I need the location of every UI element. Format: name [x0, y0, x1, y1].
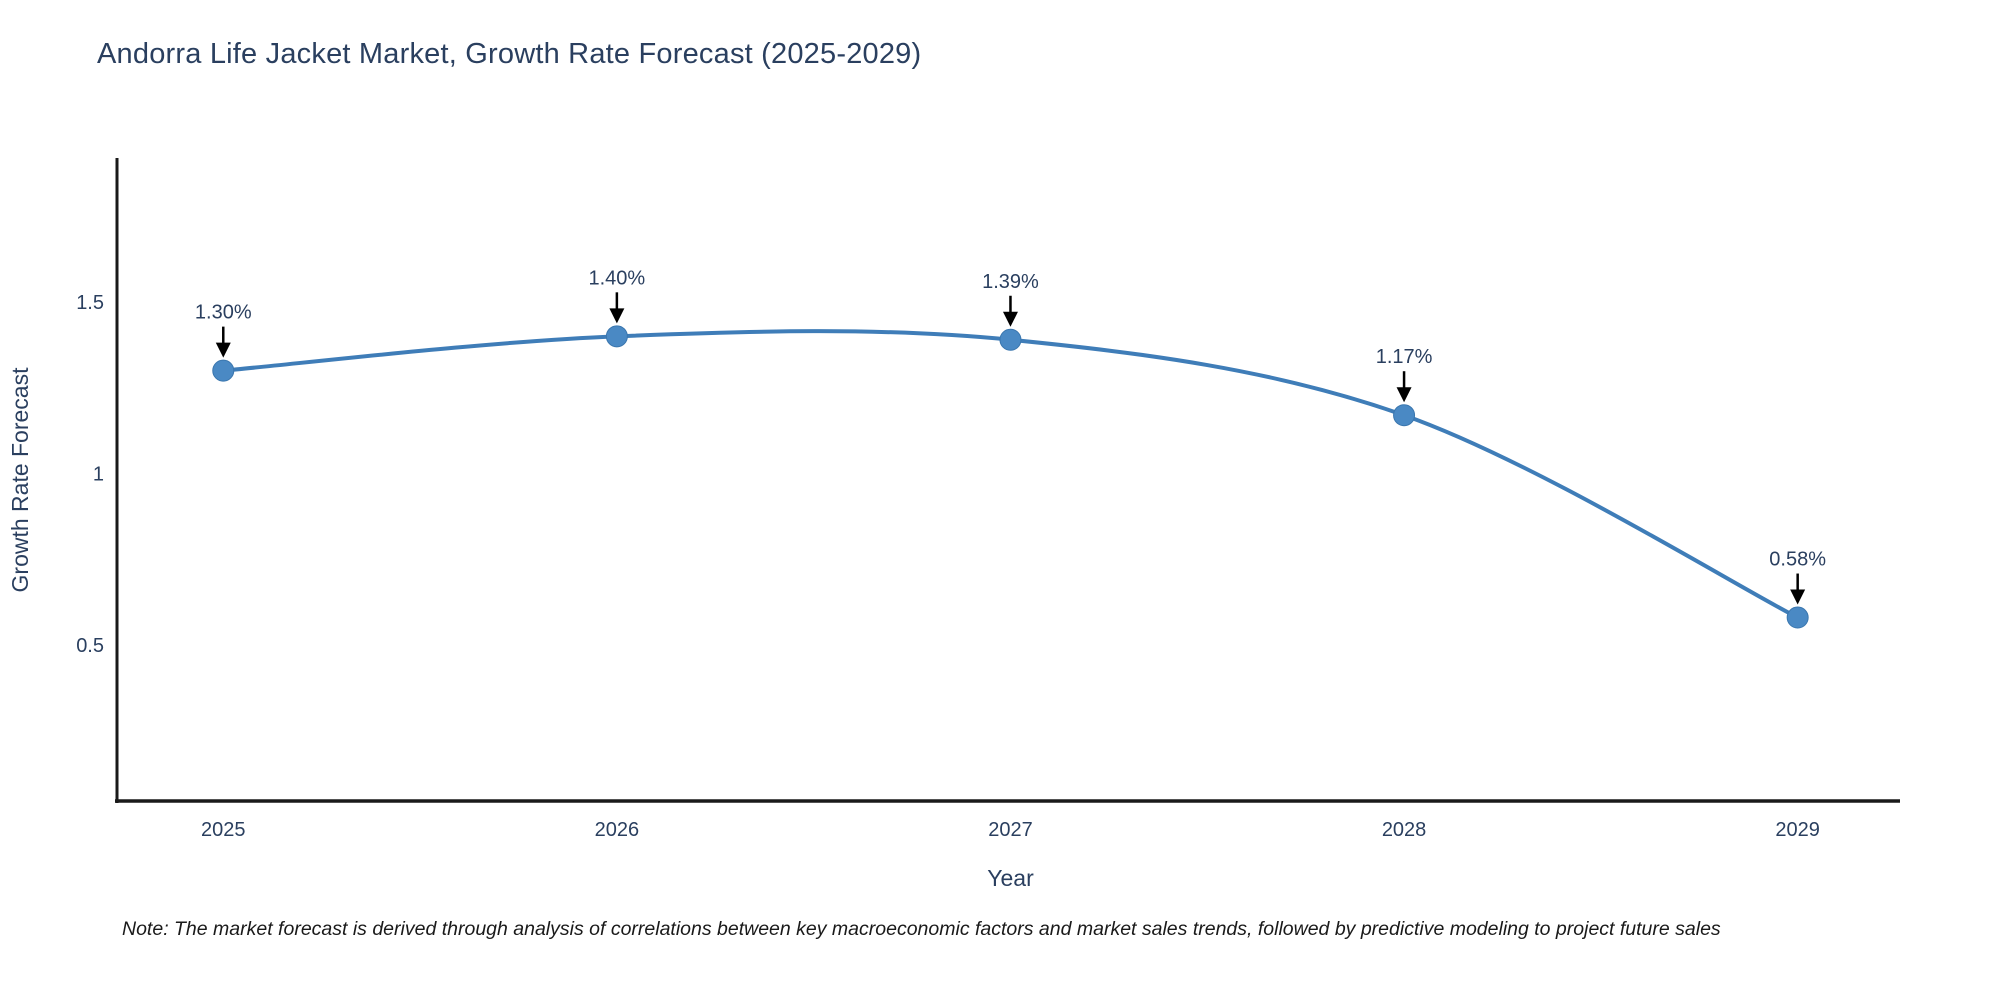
annotation-arrowhead: [215, 342, 231, 358]
x-tick-label: 2027: [988, 819, 1033, 841]
y-tick-label: 0.5: [76, 635, 104, 657]
data-point-label: 1.17%: [1376, 346, 1433, 368]
x-tick-label: 2025: [201, 819, 246, 841]
chart-title: Andorra Life Jacket Market, Growth Rate …: [97, 38, 922, 70]
data-point-marker: [1786, 606, 1809, 629]
data-point-marker: [605, 325, 628, 348]
data-point-label: 0.58%: [1769, 549, 1826, 571]
y-tick-label: 1.5: [76, 292, 104, 314]
annotation-arrowhead: [1790, 589, 1806, 605]
y-axis-title: Growth Rate Forecast: [7, 367, 33, 593]
data-point-marker: [999, 328, 1022, 351]
y-tick-label: 1: [93, 463, 104, 485]
footnote-text: Note: The market forecast is derived thr…: [122, 918, 1721, 940]
annotation-arrowhead: [1396, 387, 1412, 403]
x-tick-label: 2028: [1382, 819, 1427, 841]
data-point-marker: [1393, 404, 1416, 427]
x-tick-label: 2029: [1775, 819, 1820, 841]
data-point-marker: [212, 359, 235, 382]
data-point-label: 1.39%: [982, 271, 1039, 293]
annotation-arrowhead: [609, 308, 625, 324]
x-tick-label: 2026: [595, 819, 640, 841]
data-point-label: 1.40%: [589, 267, 646, 289]
footnote: Note: The market forecast is derived thr…: [122, 918, 2000, 941]
annotation-arrowhead: [1002, 311, 1018, 327]
data-point-label: 1.30%: [195, 302, 252, 324]
series-line: [223, 329, 1799, 620]
x-axis-title: Year: [987, 865, 1034, 891]
